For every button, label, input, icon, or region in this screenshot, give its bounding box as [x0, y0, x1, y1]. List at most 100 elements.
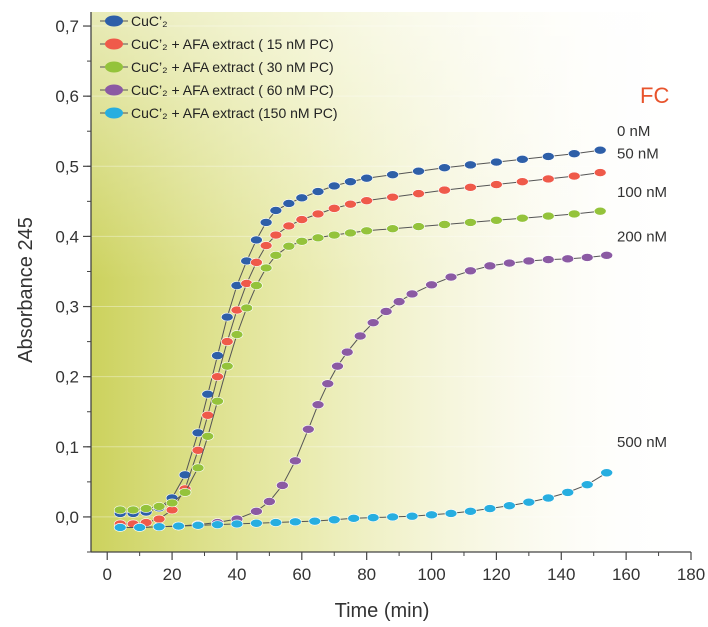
data-point: [464, 160, 477, 170]
x-tick-label: 120: [482, 565, 510, 584]
data-point: [516, 213, 529, 223]
legend-label: CuC’₂ + AFA extract ( 60 nM PC): [131, 82, 334, 98]
data-point: [464, 183, 477, 192]
data-point: [438, 163, 451, 172]
data-point: [344, 199, 357, 209]
data-point: [220, 361, 234, 371]
data-point: [490, 180, 503, 189]
x-tick-label: 60: [292, 565, 311, 584]
data-point: [301, 424, 315, 434]
data-point: [289, 456, 302, 466]
data-point: [344, 228, 357, 238]
data-point: [327, 181, 341, 191]
gridlines: [91, 25, 691, 518]
data-point: [240, 303, 253, 313]
data-point: [113, 523, 127, 532]
data-point: [220, 312, 234, 322]
data-point: [600, 468, 613, 478]
legend-marker: [105, 15, 123, 27]
series-end-label: 0 nM: [617, 123, 650, 140]
y-tick-label: 0,5: [55, 157, 79, 176]
data-point: [353, 331, 367, 341]
data-point: [464, 507, 477, 516]
data-point: [490, 215, 503, 225]
data-point: [201, 431, 215, 441]
data-point: [191, 428, 205, 438]
data-point: [541, 174, 555, 184]
series-end-label: 500 nM: [617, 434, 667, 451]
series-end-label: 200 nM: [617, 228, 667, 245]
data-point: [282, 241, 296, 251]
x-tick-label: 20: [163, 565, 182, 584]
data-point: [327, 515, 341, 525]
data-point: [541, 211, 555, 221]
legend-entry: CuC’₂ + AFA extract ( 30 nM PC): [100, 59, 334, 75]
data-point: [340, 347, 354, 357]
legend-label: CuC’₂: [131, 13, 168, 29]
data-point: [250, 235, 263, 245]
x-tick-label: 140: [547, 565, 575, 584]
data-point: [282, 221, 296, 231]
data-point: [593, 145, 607, 155]
data-point: [541, 255, 555, 264]
data-point: [139, 504, 153, 513]
data-point: [405, 511, 419, 521]
data-point: [250, 281, 263, 290]
legend: CuC’₂ CuC’₂ + AFA extract ( 15 nM PC) CuC’…: [100, 13, 338, 121]
data-point: [259, 263, 273, 273]
data-point: [593, 168, 607, 177]
series-2: [113, 206, 607, 515]
y-tick-label: 0,1: [55, 438, 79, 457]
data-point: [220, 337, 234, 346]
data-point: [541, 493, 555, 503]
data-point: [211, 351, 224, 360]
data-point: [483, 504, 497, 513]
data-point: [516, 177, 529, 187]
data-point: [379, 307, 393, 316]
data-point: [386, 170, 399, 180]
data-point: [567, 209, 581, 219]
data-point: [282, 199, 296, 208]
x-tick-label: 80: [357, 565, 376, 584]
axes: 0,0 0,1 0,2 0,3 0,4 0,5 0,6 0,7 0 20 40 60 80 100 120 1…: [55, 12, 705, 584]
data-point: [152, 522, 166, 532]
series-end-label: 50 nM: [617, 146, 659, 163]
data-point: [269, 230, 283, 240]
data-point: [567, 149, 581, 158]
legend-marker: [105, 38, 123, 50]
data-point: [230, 330, 244, 339]
fc-annotation: FC: [640, 83, 669, 108]
data-point: [152, 514, 166, 524]
x-tick-label: 100: [417, 565, 445, 584]
data-point: [412, 222, 425, 231]
legend-entry: CuC’₂: [100, 13, 168, 29]
data-point: [263, 497, 276, 506]
data-point: [191, 446, 205, 455]
data-point: [580, 480, 594, 489]
legend-entry: CuC’₂ + AFA extract (150 nM PC): [100, 105, 338, 121]
x-axis-title: Time (min): [335, 600, 430, 622]
y-tick-label: 0,3: [55, 298, 79, 317]
series-layer: [113, 145, 613, 532]
data-point: [230, 519, 244, 529]
data-point: [600, 251, 613, 260]
data-point: [360, 173, 373, 183]
legend-marker: [105, 84, 123, 96]
data-point: [211, 396, 224, 406]
data-point: [295, 237, 309, 246]
data-point: [503, 501, 516, 511]
data-point: [386, 224, 399, 234]
x-tick-label: 160: [612, 565, 640, 584]
y-tick-label: 0,6: [55, 87, 79, 106]
plot-background-fade: [91, 12, 691, 552]
data-point: [211, 520, 224, 529]
data-point: [483, 261, 497, 271]
data-point: [593, 206, 607, 216]
data-point: [344, 177, 357, 187]
data-point: [269, 206, 283, 215]
series-0: [113, 145, 607, 518]
data-point: [311, 233, 325, 243]
y-tick-label: 0,0: [55, 508, 79, 527]
data-point: [580, 253, 594, 262]
data-point: [311, 187, 325, 196]
